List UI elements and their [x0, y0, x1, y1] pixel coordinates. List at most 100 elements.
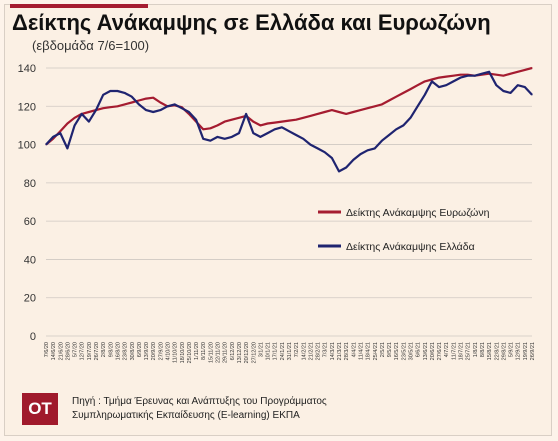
- series-2-point: [188, 111, 190, 113]
- x-tick-label: 4/4/21: [351, 342, 357, 357]
- series-1-point: [352, 111, 354, 113]
- series-1-point: [367, 107, 369, 109]
- x-tick-label: 26/7/20: [94, 342, 100, 360]
- series-2-point: [238, 132, 240, 134]
- y-tick-label: 80: [24, 178, 36, 190]
- series-1-point: [145, 98, 147, 100]
- x-tick-label: 5/9/21: [509, 342, 515, 357]
- series-2-point: [302, 138, 304, 140]
- series-2-point: [402, 124, 404, 127]
- x-tick-label: 14/2/21: [301, 342, 307, 360]
- series-1-point: [138, 99, 140, 102]
- series-2-point: [409, 117, 412, 119]
- series-1-point: [445, 76, 447, 78]
- x-tick-label: 27/9/20: [158, 342, 164, 360]
- series-2-point: [245, 113, 247, 115]
- series-2-point: [359, 153, 362, 155]
- x-tick-label: 18/10/20: [180, 342, 186, 363]
- series-2-point: [252, 132, 254, 134]
- y-tick-label: 120: [18, 101, 36, 113]
- series-1-point: [452, 75, 454, 77]
- chart-frame: [4, 4, 552, 436]
- series-2-point: [417, 105, 419, 107]
- x-tick-label: 9/5/21: [387, 342, 393, 357]
- x-tick-label: 6/9/20: [137, 342, 143, 357]
- x-tick-label: 7/6/20: [44, 342, 50, 357]
- y-tick-label: 40: [24, 254, 36, 266]
- x-tick-label: 25/7/21: [466, 342, 472, 360]
- x-tick-label: 14/6/20: [51, 342, 57, 360]
- series-2-point: [195, 119, 197, 121]
- series-2-point: [95, 109, 97, 111]
- x-tick-label: 11/4/21: [358, 342, 364, 360]
- series-1-point: [102, 107, 104, 109]
- x-tick-label: 2/8/20: [101, 342, 107, 357]
- series-1-point: [73, 117, 76, 119]
- series-2-point: [502, 90, 505, 92]
- source-line-1: Πηγή : Τμήμα Έρευνας και Ανάπτυξης του Π…: [72, 396, 327, 407]
- series-1-point: [395, 96, 397, 98]
- x-tick-label: 26/9/21: [530, 342, 536, 360]
- series-2-point: [452, 80, 454, 82]
- x-tick-label: 22/11/20: [216, 342, 222, 363]
- series-2-point: [281, 126, 283, 128]
- series-2-point: [209, 140, 211, 142]
- series-1-point: [231, 119, 233, 121]
- series-2-point: [202, 138, 204, 140]
- series-2-point: [331, 157, 333, 159]
- series-2-point: [374, 147, 376, 149]
- series-1-point: [88, 111, 90, 113]
- x-tick-label: 27/6/21: [437, 342, 443, 360]
- series-2-point: [309, 143, 312, 146]
- x-tick-label: 3/1/21: [258, 342, 264, 357]
- series-2-point: [345, 166, 347, 169]
- series-2-point: [109, 90, 111, 92]
- accent-bar: [10, 4, 148, 8]
- series-2-point: [338, 170, 340, 172]
- x-tick-label: 17/1/21: [273, 342, 279, 360]
- source-note: Πηγή : Τμήμα Έρευνας και Ανάπτυξης του Π…: [72, 395, 327, 423]
- series-2-point: [138, 103, 140, 105]
- series-2-point: [116, 90, 119, 92]
- series-2-point: [395, 128, 397, 130]
- series-2-point: [124, 92, 126, 94]
- series-2-point: [481, 73, 483, 75]
- series-1-point: [345, 113, 347, 115]
- series-2-point: [131, 96, 133, 98]
- series-2-point: [474, 75, 476, 77]
- legend-label-2: Δείκτης Ανάκαμψης Ελλάδα: [346, 241, 475, 253]
- series-2-point: [288, 130, 290, 132]
- series-2-point: [73, 124, 76, 127]
- x-tick-label: 30/8/20: [130, 342, 136, 360]
- series-2-point: [181, 107, 183, 109]
- x-tick-label: 24/1/21: [280, 342, 286, 360]
- series-2-point: [324, 151, 326, 153]
- series-2-point: [174, 103, 176, 105]
- x-tick-label: 2/5/21: [380, 342, 386, 357]
- series-2-point: [467, 75, 469, 77]
- series-1-point: [509, 73, 512, 75]
- x-tick-label: 19/7/20: [87, 342, 93, 360]
- x-tick-label: 15/8/21: [487, 342, 493, 360]
- x-tick-label: 8/8/21: [480, 342, 486, 357]
- series-2-point: [259, 136, 262, 138]
- y-tick-label: 100: [18, 140, 36, 152]
- series-2-point: [459, 76, 462, 79]
- series-2-point: [316, 147, 319, 149]
- x-tick-label: 10/1/21: [266, 342, 272, 360]
- series-2-point: [81, 113, 83, 115]
- series-1-point: [252, 121, 254, 123]
- x-tick-label: 29/8/21: [501, 342, 507, 360]
- series-2-point: [152, 111, 154, 113]
- series-2-point: [488, 71, 490, 73]
- series-2-point: [159, 109, 161, 111]
- x-tick-label: 4/7/21: [444, 342, 450, 357]
- x-tick-label: 4/10/20: [166, 342, 172, 360]
- series-1-point: [424, 80, 426, 82]
- series-1-point: [266, 122, 269, 125]
- series-2-point: [88, 121, 90, 123]
- y-tick-label: 140: [18, 63, 36, 75]
- series-2-point: [274, 128, 276, 130]
- x-tick-label: 1/11/20: [194, 342, 200, 360]
